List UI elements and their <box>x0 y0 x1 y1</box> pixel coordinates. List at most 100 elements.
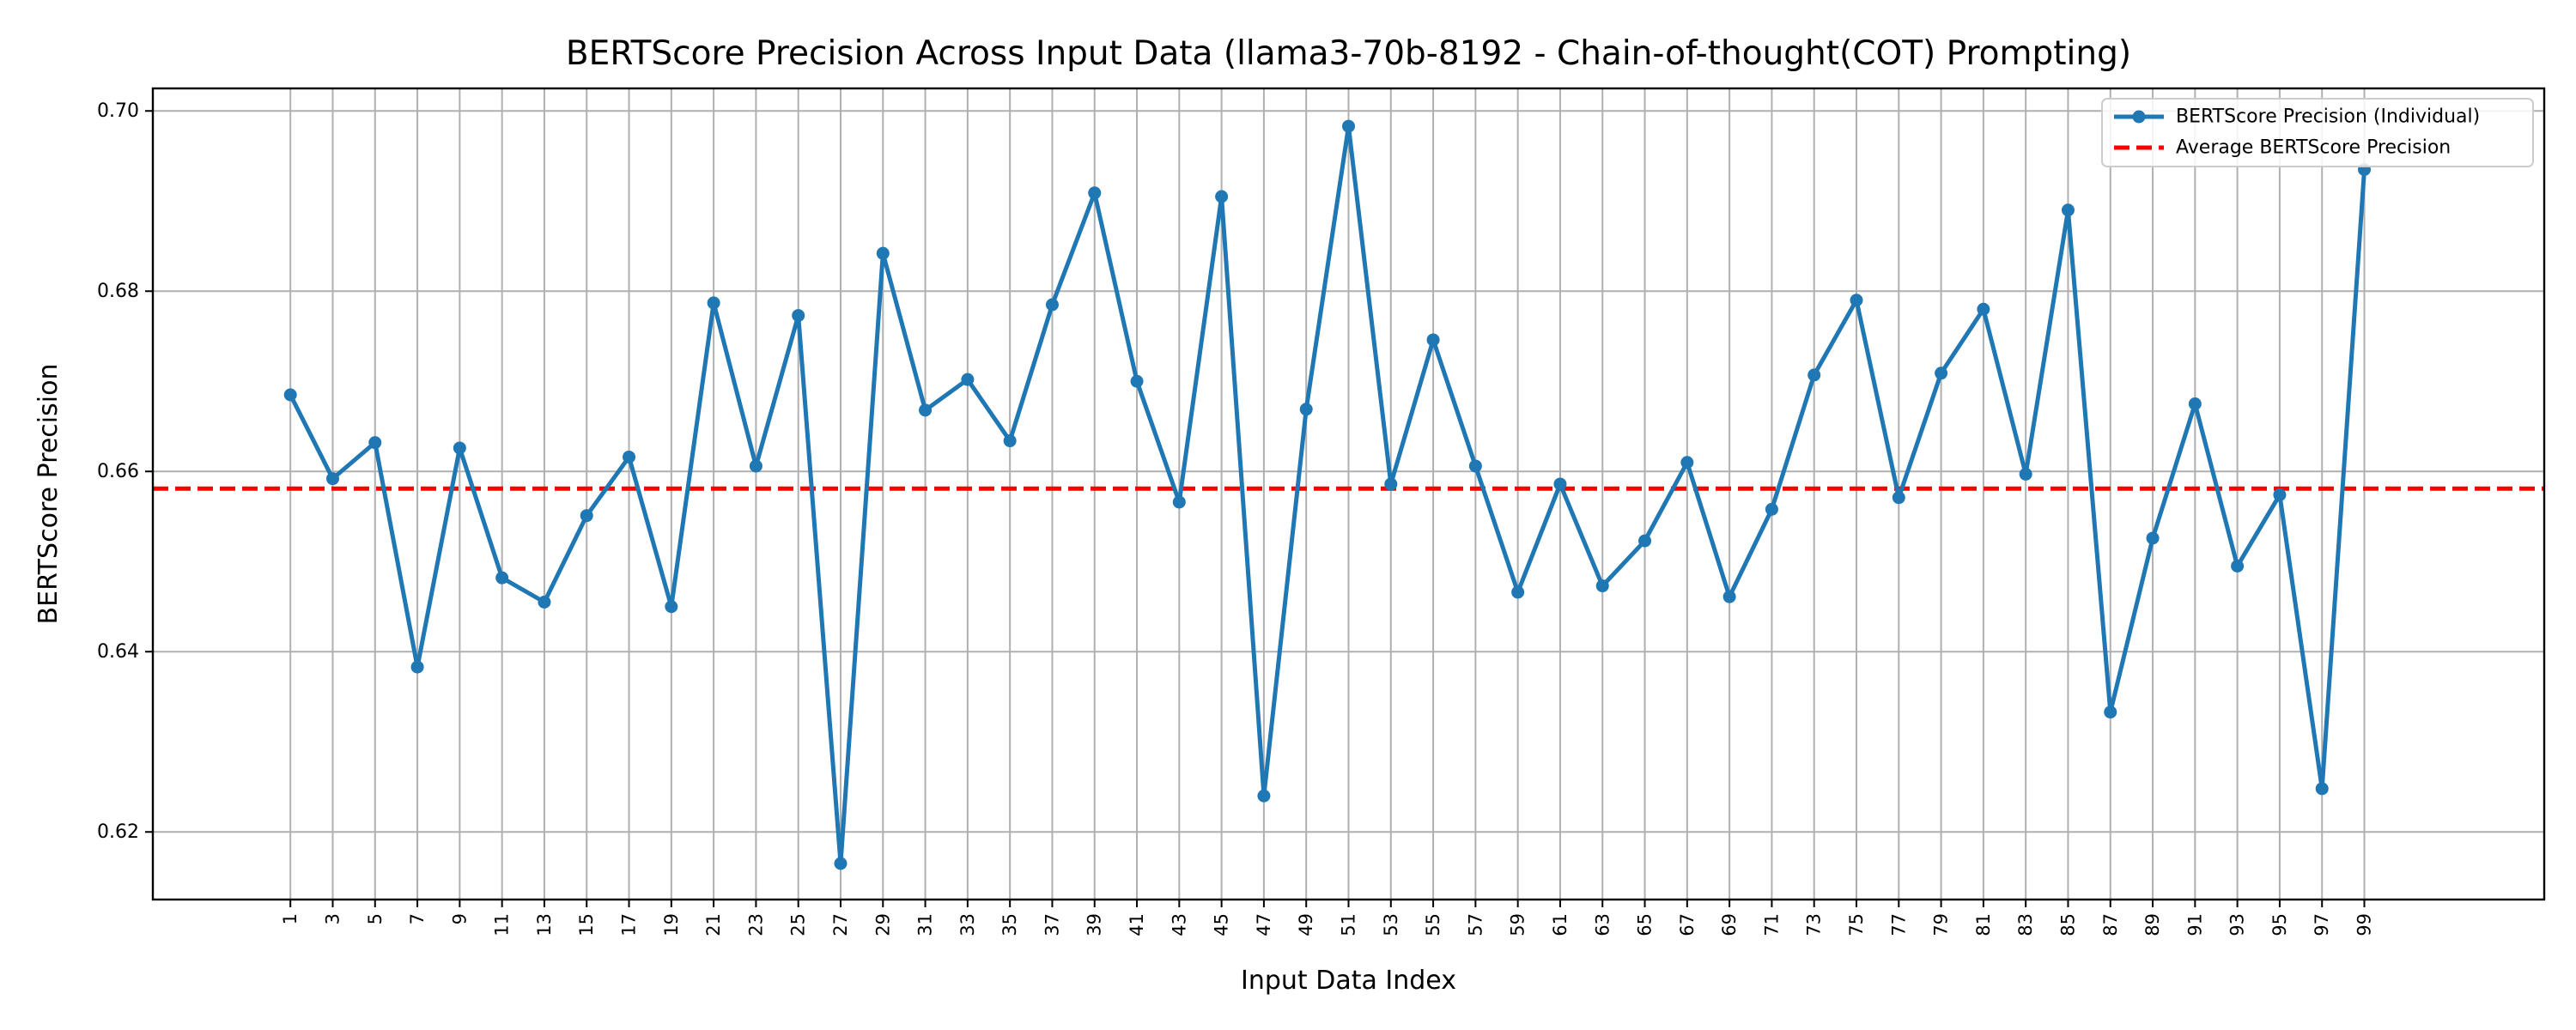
data-point <box>1172 495 1186 509</box>
x-tick-label: 51 <box>1339 913 1359 936</box>
x-tick-label: 45 <box>1212 913 1232 936</box>
data-point <box>325 472 339 486</box>
data-point <box>1130 374 1144 388</box>
data-point <box>1088 186 1102 200</box>
x-tick-label: 17 <box>619 913 640 936</box>
x-tick-label: 25 <box>788 913 809 936</box>
x-tick-label: 75 <box>1846 913 1867 936</box>
x-tick-label: 19 <box>661 913 682 936</box>
data-point <box>368 436 382 450</box>
y-tick-label: 0.68 <box>97 281 139 302</box>
x-tick-label: 13 <box>534 913 555 936</box>
x-tick-label: 37 <box>1042 913 1062 936</box>
x-tick-label: 89 <box>2142 913 2163 936</box>
x-tick-label: 65 <box>1635 913 1656 936</box>
x-axis-ticks: 1 3 5 7 9 11 13 15 17 19 21 23 25 27 29 31 33 35 37 39 41 43 4… <box>280 900 2375 936</box>
x-tick-label: 95 <box>2269 913 2290 936</box>
x-tick-label: 57 <box>1465 913 1485 936</box>
data-point <box>876 246 890 260</box>
x-tick-label: 91 <box>2184 913 2205 936</box>
x-tick-label: 35 <box>999 913 1020 936</box>
x-tick-label: 27 <box>830 913 851 936</box>
x-tick-label: 63 <box>1592 913 1613 936</box>
x-tick-label: 83 <box>2015 913 2036 936</box>
x-tick-label: 11 <box>492 913 513 936</box>
data-point <box>749 459 762 473</box>
series-group <box>283 119 2372 870</box>
x-tick-label: 33 <box>957 913 978 936</box>
data-point <box>834 857 848 870</box>
data-point <box>1595 579 1609 593</box>
series-line-individual <box>288 124 2367 866</box>
data-point <box>1680 456 1694 470</box>
data-point <box>1215 190 1229 203</box>
chart-title: BERTScore Precision Across Input Data (l… <box>566 34 2131 73</box>
data-point <box>410 660 424 674</box>
data-point <box>538 596 551 609</box>
data-point <box>665 600 678 614</box>
y-tick-label: 0.66 <box>97 461 139 482</box>
x-tick-label: 55 <box>1423 913 1443 936</box>
x-axis-label: Input Data Index <box>1241 966 1456 996</box>
x-tick-label: 1 <box>280 913 301 924</box>
x-tick-label: 69 <box>1719 913 1740 936</box>
data-point <box>919 403 933 417</box>
x-tick-label: 7 <box>407 913 428 924</box>
data-point <box>2231 560 2245 573</box>
data-point <box>1850 294 1863 307</box>
data-point <box>1511 585 1525 599</box>
y-axis-ticks: 0.62 0.64 0.66 0.68 0.70 <box>97 100 153 843</box>
data-point <box>1892 491 1905 505</box>
data-point <box>1045 298 1059 312</box>
x-tick-label: 23 <box>745 913 766 936</box>
data-point <box>2104 706 2117 719</box>
data-point <box>2061 203 2075 217</box>
data-point <box>623 450 636 464</box>
data-point <box>1426 333 1440 347</box>
x-tick-label: 49 <box>1296 913 1316 936</box>
y-tick-label: 0.70 <box>97 100 139 122</box>
legend-label-average: Average BERTScore Precision <box>2176 137 2451 159</box>
x-tick-label: 21 <box>703 913 724 936</box>
x-tick-label: 3 <box>322 913 343 924</box>
x-tick-label: 31 <box>915 913 936 936</box>
data-point <box>1384 477 1398 491</box>
x-tick-label: 85 <box>2057 913 2078 936</box>
data-point <box>1977 302 1990 316</box>
data-point <box>1553 477 1567 491</box>
y-axis-label: BERTScore Precision <box>33 364 64 625</box>
data-point <box>283 388 297 402</box>
data-point <box>2273 488 2287 502</box>
x-tick-label: 39 <box>1084 913 1105 936</box>
x-tick-label: 81 <box>1973 913 1994 936</box>
x-tick-label: 43 <box>1169 913 1189 936</box>
x-tick-label: 41 <box>1127 913 1147 936</box>
legend-box <box>2101 98 2534 167</box>
legend: BERTScore Precision (Individual) Average… <box>2101 98 2534 167</box>
data-point <box>1807 368 1821 382</box>
x-tick-label: 47 <box>1254 913 1274 936</box>
x-tick-label: 77 <box>1888 913 1909 936</box>
data-point <box>792 309 805 323</box>
x-tick-label: 87 <box>2100 913 2121 936</box>
data-point <box>2146 531 2160 545</box>
legend-label-individual: BERTScore Precision (Individual) <box>2176 106 2480 128</box>
y-tick-label: 0.64 <box>97 641 139 663</box>
x-tick-label: 93 <box>2227 913 2248 936</box>
data-point <box>961 373 975 386</box>
x-tick-label: 99 <box>2354 913 2375 936</box>
data-point <box>1342 119 1355 133</box>
x-tick-label: 73 <box>1804 913 1825 936</box>
x-tick-label: 53 <box>1381 913 1401 936</box>
x-tick-label: 15 <box>576 913 597 936</box>
data-point <box>2188 397 2202 410</box>
data-point <box>453 441 466 455</box>
x-tick-label: 97 <box>2312 913 2332 936</box>
data-point <box>1722 590 1736 603</box>
data-point <box>1003 434 1017 448</box>
data-point <box>580 509 593 523</box>
data-point <box>2019 467 2032 481</box>
x-tick-label: 5 <box>365 913 386 924</box>
